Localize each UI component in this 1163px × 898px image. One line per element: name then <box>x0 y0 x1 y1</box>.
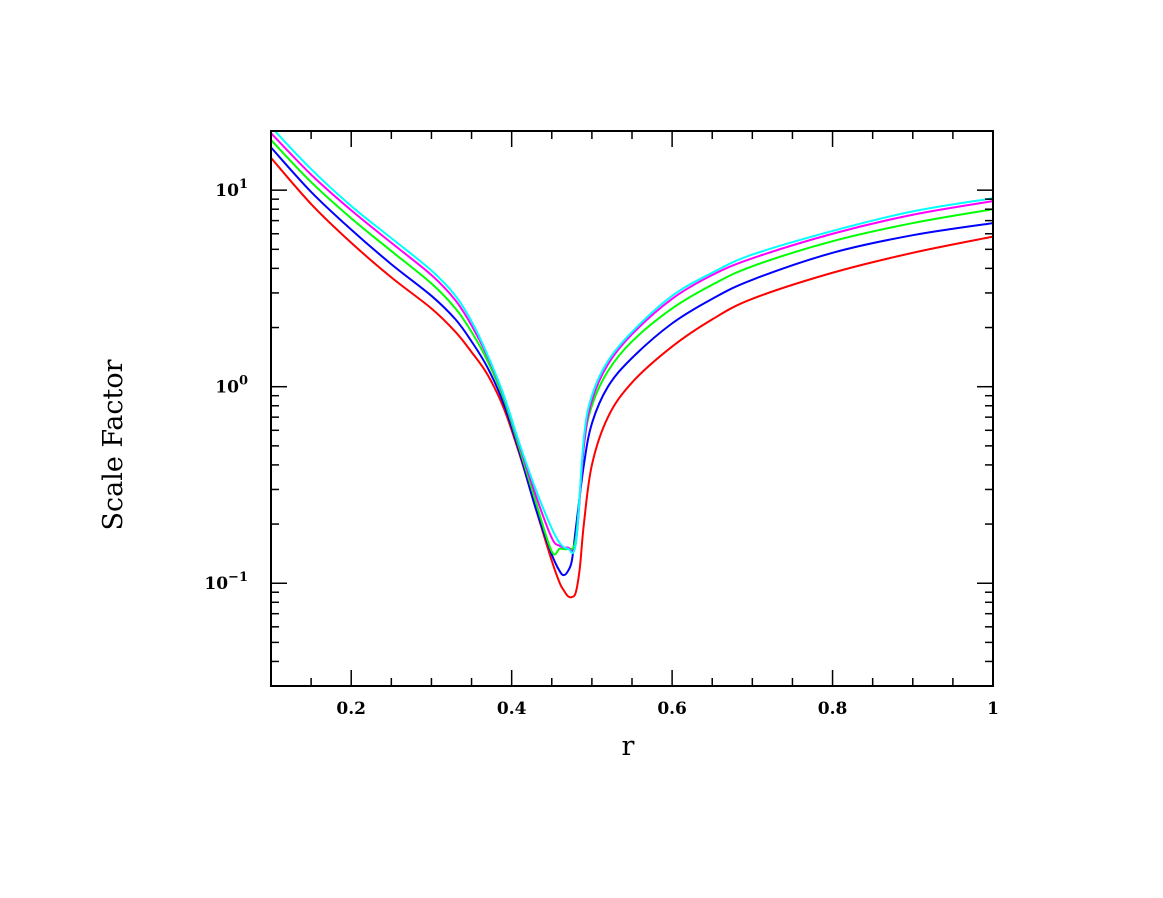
tick-layer <box>270 130 994 687</box>
series-line-1 <box>271 157 993 599</box>
y-tick-label: 100 <box>215 374 248 398</box>
y-tick-label: 101 <box>215 177 248 201</box>
x-tick-label: 0.6 <box>657 699 687 719</box>
label-layer: 0.2 0.4 0.6 0.8 1 10−1 100 101 <box>204 177 999 719</box>
series-line-3 <box>271 139 993 556</box>
y-axis-title: Scale Factor <box>98 359 129 530</box>
series-layer <box>271 131 993 599</box>
x-axis-title: r <box>622 731 635 762</box>
x-tick-label: 0.4 <box>497 699 527 719</box>
y-tick-label: 10−1 <box>204 570 248 594</box>
x-tick-label: 0.2 <box>336 699 366 719</box>
x-tick-label: 0.8 <box>818 699 848 719</box>
plot-frame <box>270 130 994 687</box>
series-line-5 <box>273 131 993 554</box>
x-tick-label: 1 <box>987 699 999 719</box>
series-line-2 <box>271 146 993 577</box>
